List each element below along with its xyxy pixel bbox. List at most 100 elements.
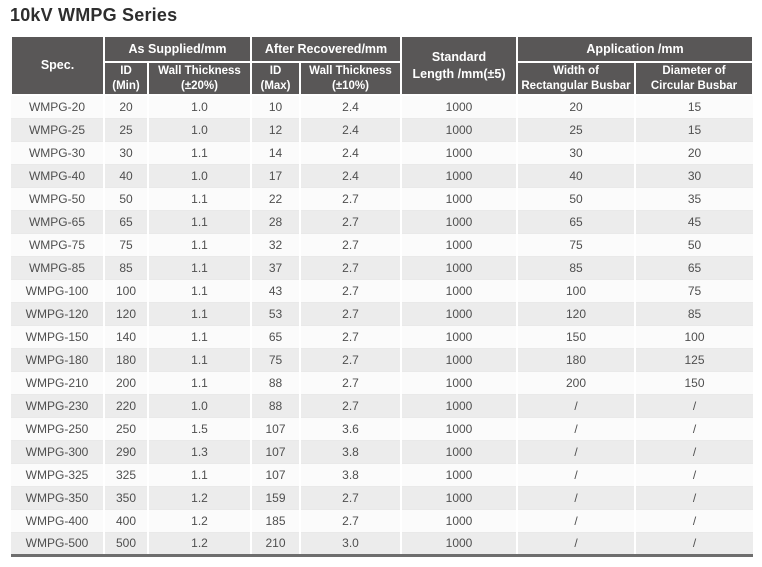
value-cell: 32 [250, 232, 300, 256]
value-cell: 22 [250, 186, 300, 210]
value-cell: 1000 [400, 485, 518, 509]
col-header-id-min: ID (Min) [103, 61, 149, 96]
value-cell: 35 [634, 186, 754, 210]
value-cell: 125 [634, 347, 754, 371]
value-cell: / [516, 531, 636, 555]
table-row: WMPG-65 65 1.1 28 2.7 1000 65 45 [11, 209, 754, 233]
spec-cell: WMPG-350 [11, 485, 104, 509]
value-cell: 107 [250, 416, 300, 440]
value-cell: 1000 [400, 301, 518, 325]
value-cell: 200 [103, 370, 148, 394]
value-cell: 50 [634, 232, 754, 256]
value-cell: 1000 [400, 462, 518, 486]
table-row: WMPG-350 350 1.2 159 2.7 1000// [11, 485, 754, 509]
spec-cell: WMPG-30 [11, 140, 104, 164]
col-header-width-rectangular-busbar: Width of Rectangular Busbar [516, 61, 637, 96]
value-cell: 40 [516, 163, 636, 187]
value-cell: 159 [250, 485, 300, 509]
value-cell: 1000 [400, 531, 518, 555]
value-cell: 85 [103, 255, 148, 279]
value-cell: 400 [103, 508, 148, 532]
value-cell: 25 [516, 117, 636, 141]
value-cell: 75 [103, 232, 148, 256]
value-cell: 1.5 [147, 416, 251, 440]
value-cell: 10 [250, 94, 300, 118]
table-row: WMPG-25 25 1.0 12 2.4 1000 25 15 [11, 117, 754, 141]
value-cell: 1.1 [147, 347, 251, 371]
value-cell: 15 [634, 94, 754, 118]
value-cell: 3.8 [298, 439, 402, 463]
value-cell: 150 [634, 370, 754, 394]
value-cell: 2.7 [298, 370, 402, 394]
value-cell: / [634, 393, 754, 417]
value-cell: 40 [103, 163, 148, 187]
value-cell: 1.0 [147, 117, 251, 141]
value-cell: 1000 [400, 324, 518, 348]
value-cell: 28 [250, 209, 300, 233]
value-cell: 75 [516, 232, 636, 256]
value-cell: 2.7 [298, 186, 402, 210]
value-cell: 37 [250, 255, 300, 279]
value-cell: 120 [516, 301, 636, 325]
col-header-wall-thickness-20: Wall Thickness (±20%) [147, 61, 252, 96]
value-cell: 25 [103, 117, 148, 141]
table-row: WMPG-180 180 1.1 75 2.7 1000 180 125 [11, 347, 754, 371]
spec-cell: WMPG-25 [11, 117, 104, 141]
header-row-subcolumns: ID (Min) Wall Thickness (±20%) ID (Max) … [11, 61, 755, 96]
value-cell: 2.7 [298, 324, 402, 348]
spec-cell: WMPG-250 [11, 416, 104, 440]
spec-cell: WMPG-85 [11, 255, 104, 279]
page-title: 10kV WMPG Series [10, 5, 178, 25]
table-row: WMPG-300 290 1.3 107 3.8 1000// [11, 439, 754, 463]
value-cell: 45 [634, 209, 754, 233]
value-cell: 2.4 [298, 94, 402, 118]
value-cell: 85 [634, 301, 754, 325]
table-row: WMPG-30 30 1.1 14 2.4 1000 30 20 [11, 140, 754, 164]
col-header-diameter-circular-busbar: Diameter of Circular Busbar [634, 61, 755, 96]
table-row: WMPG-75 75 1.1 32 2.7 1000 75 50 [11, 232, 754, 256]
value-cell: 2.7 [298, 278, 402, 302]
table-row: WMPG-100 100 1.1 43 2.7 1000 100 75 [11, 278, 754, 302]
value-cell: 1000 [400, 140, 518, 164]
value-cell: / [516, 393, 636, 417]
value-cell: 2.7 [298, 393, 402, 417]
value-cell: 30 [516, 140, 636, 164]
value-cell: 185 [250, 508, 300, 532]
value-cell: 1.1 [147, 232, 251, 256]
value-cell: 1000 [400, 370, 518, 394]
value-cell: 107 [250, 439, 300, 463]
value-cell: 180 [103, 347, 148, 371]
value-cell: 1.2 [147, 485, 251, 509]
value-cell: 1000 [400, 255, 518, 279]
value-cell: 1.1 [147, 301, 251, 325]
spec-cell: WMPG-180 [11, 347, 104, 371]
value-cell: 1.1 [147, 278, 251, 302]
table-header: Spec. As Supplied/mm After Recovered/mm … [10, 35, 755, 96]
value-cell: 2.4 [298, 163, 402, 187]
value-cell: 3.0 [298, 531, 402, 555]
value-cell: 250 [103, 416, 148, 440]
value-cell: / [516, 439, 636, 463]
value-cell: 1000 [400, 347, 518, 371]
value-cell: / [634, 462, 754, 486]
value-cell: 1000 [400, 163, 518, 187]
value-cell: 85 [516, 255, 636, 279]
value-cell: / [634, 416, 754, 440]
value-cell: 210 [250, 531, 300, 555]
value-cell: 75 [634, 278, 754, 302]
spec-table: Spec. As Supplied/mm After Recovered/mm … [10, 35, 755, 557]
value-cell: 30 [634, 163, 754, 187]
value-cell: 2.7 [298, 209, 402, 233]
value-cell: / [516, 485, 636, 509]
header-row-groups: Spec. As Supplied/mm After Recovered/mm … [10, 35, 755, 96]
value-cell: 15 [634, 117, 754, 141]
value-cell: 1000 [400, 393, 518, 417]
value-cell: 17 [250, 163, 300, 187]
table-row: WMPG-400 400 1.2 185 2.7 1000// [11, 508, 754, 532]
table-row: WMPG-40 40 1.0 17 2.4 1000 40 30 [11, 163, 754, 187]
table-row: WMPG-230 220 1.0 88 2.7 1000// [11, 393, 754, 417]
value-cell: 1000 [400, 508, 518, 532]
table-row: WMPG-210 200 1.1 88 2.7 1000 200 150 [11, 370, 754, 394]
table-row: WMPG-150 140 1.1 65 2.7 1000 150 100 [11, 324, 754, 348]
value-cell: 1.1 [147, 186, 251, 210]
